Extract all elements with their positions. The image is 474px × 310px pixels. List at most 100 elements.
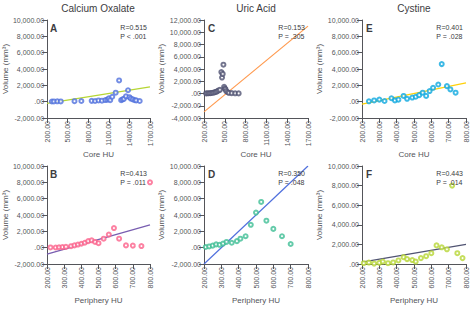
svg-text:800.00: 800.00 [305,267,312,289]
svg-text:6,000.00: 6,000.00 [332,49,359,56]
svg-text:10,000.00: 10,000.00 [170,29,201,36]
svg-text:800.00: 800.00 [463,267,470,289]
svg-text:D: D [208,169,215,180]
svg-text:Volume (mm³): Volume (mm³) [157,44,166,95]
svg-text:Volume (mm³): Volume (mm³) [1,44,10,95]
svg-text:Volume (mm³): Volume (mm³) [315,44,324,95]
svg-text:Periphery HU: Periphery HU [75,296,123,305]
svg-text:6,000.00: 6,000.00 [17,49,44,56]
svg-text:Volume (mm³): Volume (mm³) [1,190,10,241]
svg-text:200.00: 200.00 [359,267,366,289]
svg-text:400.00: 400.00 [393,267,400,289]
svg-text:1700.00: 1700.00 [147,121,154,146]
svg-text:300.00: 300.00 [61,267,68,289]
svg-text:700.00: 700.00 [445,267,452,289]
svg-text:8,000.00: 8,000.00 [332,33,359,40]
svg-text:700.00: 700.00 [129,267,136,289]
svg-text:.00: .00 [191,244,201,251]
svg-text:A: A [50,23,57,34]
svg-text:10,000.00: 10,000.00 [13,17,44,24]
svg-text:8,000.00: 8,000.00 [332,182,359,189]
svg-text:R=0.401: R=0.401 [436,24,463,31]
svg-text:10,000.00: 10,000.00 [328,163,359,170]
svg-text:6,000.00: 6,000.00 [332,202,359,209]
svg-text:-2,000.00: -2,000.00 [329,115,359,122]
svg-text:800.00: 800.00 [85,121,92,143]
svg-text:1700.00: 1700.00 [305,121,312,146]
svg-text:2,000.00: 2,000.00 [174,228,201,235]
svg-text:P = .048: P = .048 [278,179,304,186]
svg-text:300.00: 300.00 [376,121,383,143]
svg-text:Volume (mm³): Volume (mm³) [315,190,324,241]
svg-text:.00: .00 [34,98,44,105]
svg-text:4,000.00: 4,000.00 [17,66,44,73]
svg-text:200.00: 200.00 [201,121,208,143]
svg-text:R=0.443: R=0.443 [436,170,463,177]
svg-text:R=0.153: R=0.153 [278,24,305,31]
svg-text:4,000.00: 4,000.00 [174,66,201,73]
svg-text:R=0.413: R=0.413 [120,170,147,177]
svg-text:.00: .00 [349,261,359,268]
svg-text:10,000.00: 10,000.00 [13,163,44,170]
svg-text:200.00: 200.00 [44,121,51,143]
svg-text:10,000.00: 10,000.00 [328,17,359,24]
svg-text:8,000.00: 8,000.00 [17,33,44,40]
svg-text:Core HU: Core HU [398,150,429,159]
svg-text:-2,000.00: -2,000.00 [171,102,201,109]
svg-text:600.00: 600.00 [428,121,435,143]
svg-text:-2,000.00: -2,000.00 [14,115,44,122]
svg-text:F: F [366,169,372,180]
svg-text:700.00: 700.00 [445,121,452,143]
svg-text:2,000.00: 2,000.00 [17,82,44,89]
svg-text:800.00: 800.00 [147,267,154,289]
svg-text:200.00: 200.00 [359,121,366,143]
svg-text:4,000.00: 4,000.00 [174,212,201,219]
svg-text:300.00: 300.00 [218,267,225,289]
svg-text:1400.00: 1400.00 [284,121,291,146]
svg-text:500.00: 500.00 [95,267,102,289]
svg-text:500.00: 500.00 [411,267,418,289]
svg-text:1100.00: 1100.00 [105,121,112,146]
svg-text:300.00: 300.00 [376,267,383,289]
svg-text:500.00: 500.00 [253,267,260,289]
svg-text:Cystine: Cystine [397,3,431,14]
svg-text:Calcium Oxalate: Calcium Oxalate [61,3,135,14]
svg-text:.00: .00 [34,244,44,251]
svg-text:P < .001: P < .001 [120,33,146,40]
svg-text:400.00: 400.00 [393,121,400,143]
svg-text:-2,000.00: -2,000.00 [171,261,201,268]
svg-text:Volume (mm³): Volume (mm³) [157,190,166,241]
svg-text:800.00: 800.00 [463,121,470,143]
svg-text:1100.00: 1100.00 [263,121,270,146]
svg-text:10,000.00: 10,000.00 [170,163,201,170]
svg-text:200.00: 200.00 [201,267,208,289]
svg-text:600.00: 600.00 [112,267,119,289]
svg-text:2,000.00: 2,000.00 [174,78,201,85]
svg-text:E: E [366,23,373,34]
svg-text:12,000.00: 12,000.00 [170,17,201,24]
svg-text:.00: .00 [349,98,359,105]
svg-text:400.00: 400.00 [78,267,85,289]
svg-text:Periphery HU: Periphery HU [390,296,438,305]
svg-text:8,000.00: 8,000.00 [174,41,201,48]
svg-text:500.00: 500.00 [64,121,71,143]
svg-text:4,000.00: 4,000.00 [332,221,359,228]
svg-text:C: C [208,23,215,34]
svg-text:Core HU: Core HU [240,150,271,159]
svg-text:500.00: 500.00 [221,121,228,143]
svg-text:.00: .00 [191,90,201,97]
svg-text:600.00: 600.00 [428,267,435,289]
svg-text:8,000.00: 8,000.00 [17,179,44,186]
svg-text:P = .011: P = .011 [120,179,146,186]
svg-text:P = .305: P = .305 [278,33,304,40]
svg-text:-4,000.00: -4,000.00 [171,115,201,122]
svg-text:R=0.350: R=0.350 [278,170,305,177]
svg-text:6,000.00: 6,000.00 [174,53,201,60]
svg-text:400.00: 400.00 [235,267,242,289]
svg-text:Periphery HU: Periphery HU [232,296,280,305]
svg-text:Uric Acid: Uric Acid [236,3,275,14]
svg-text:Core HU: Core HU [83,150,114,159]
svg-text:700.00: 700.00 [287,267,294,289]
svg-text:6,000.00: 6,000.00 [17,195,44,202]
svg-text:P = .014: P = .014 [436,179,462,186]
